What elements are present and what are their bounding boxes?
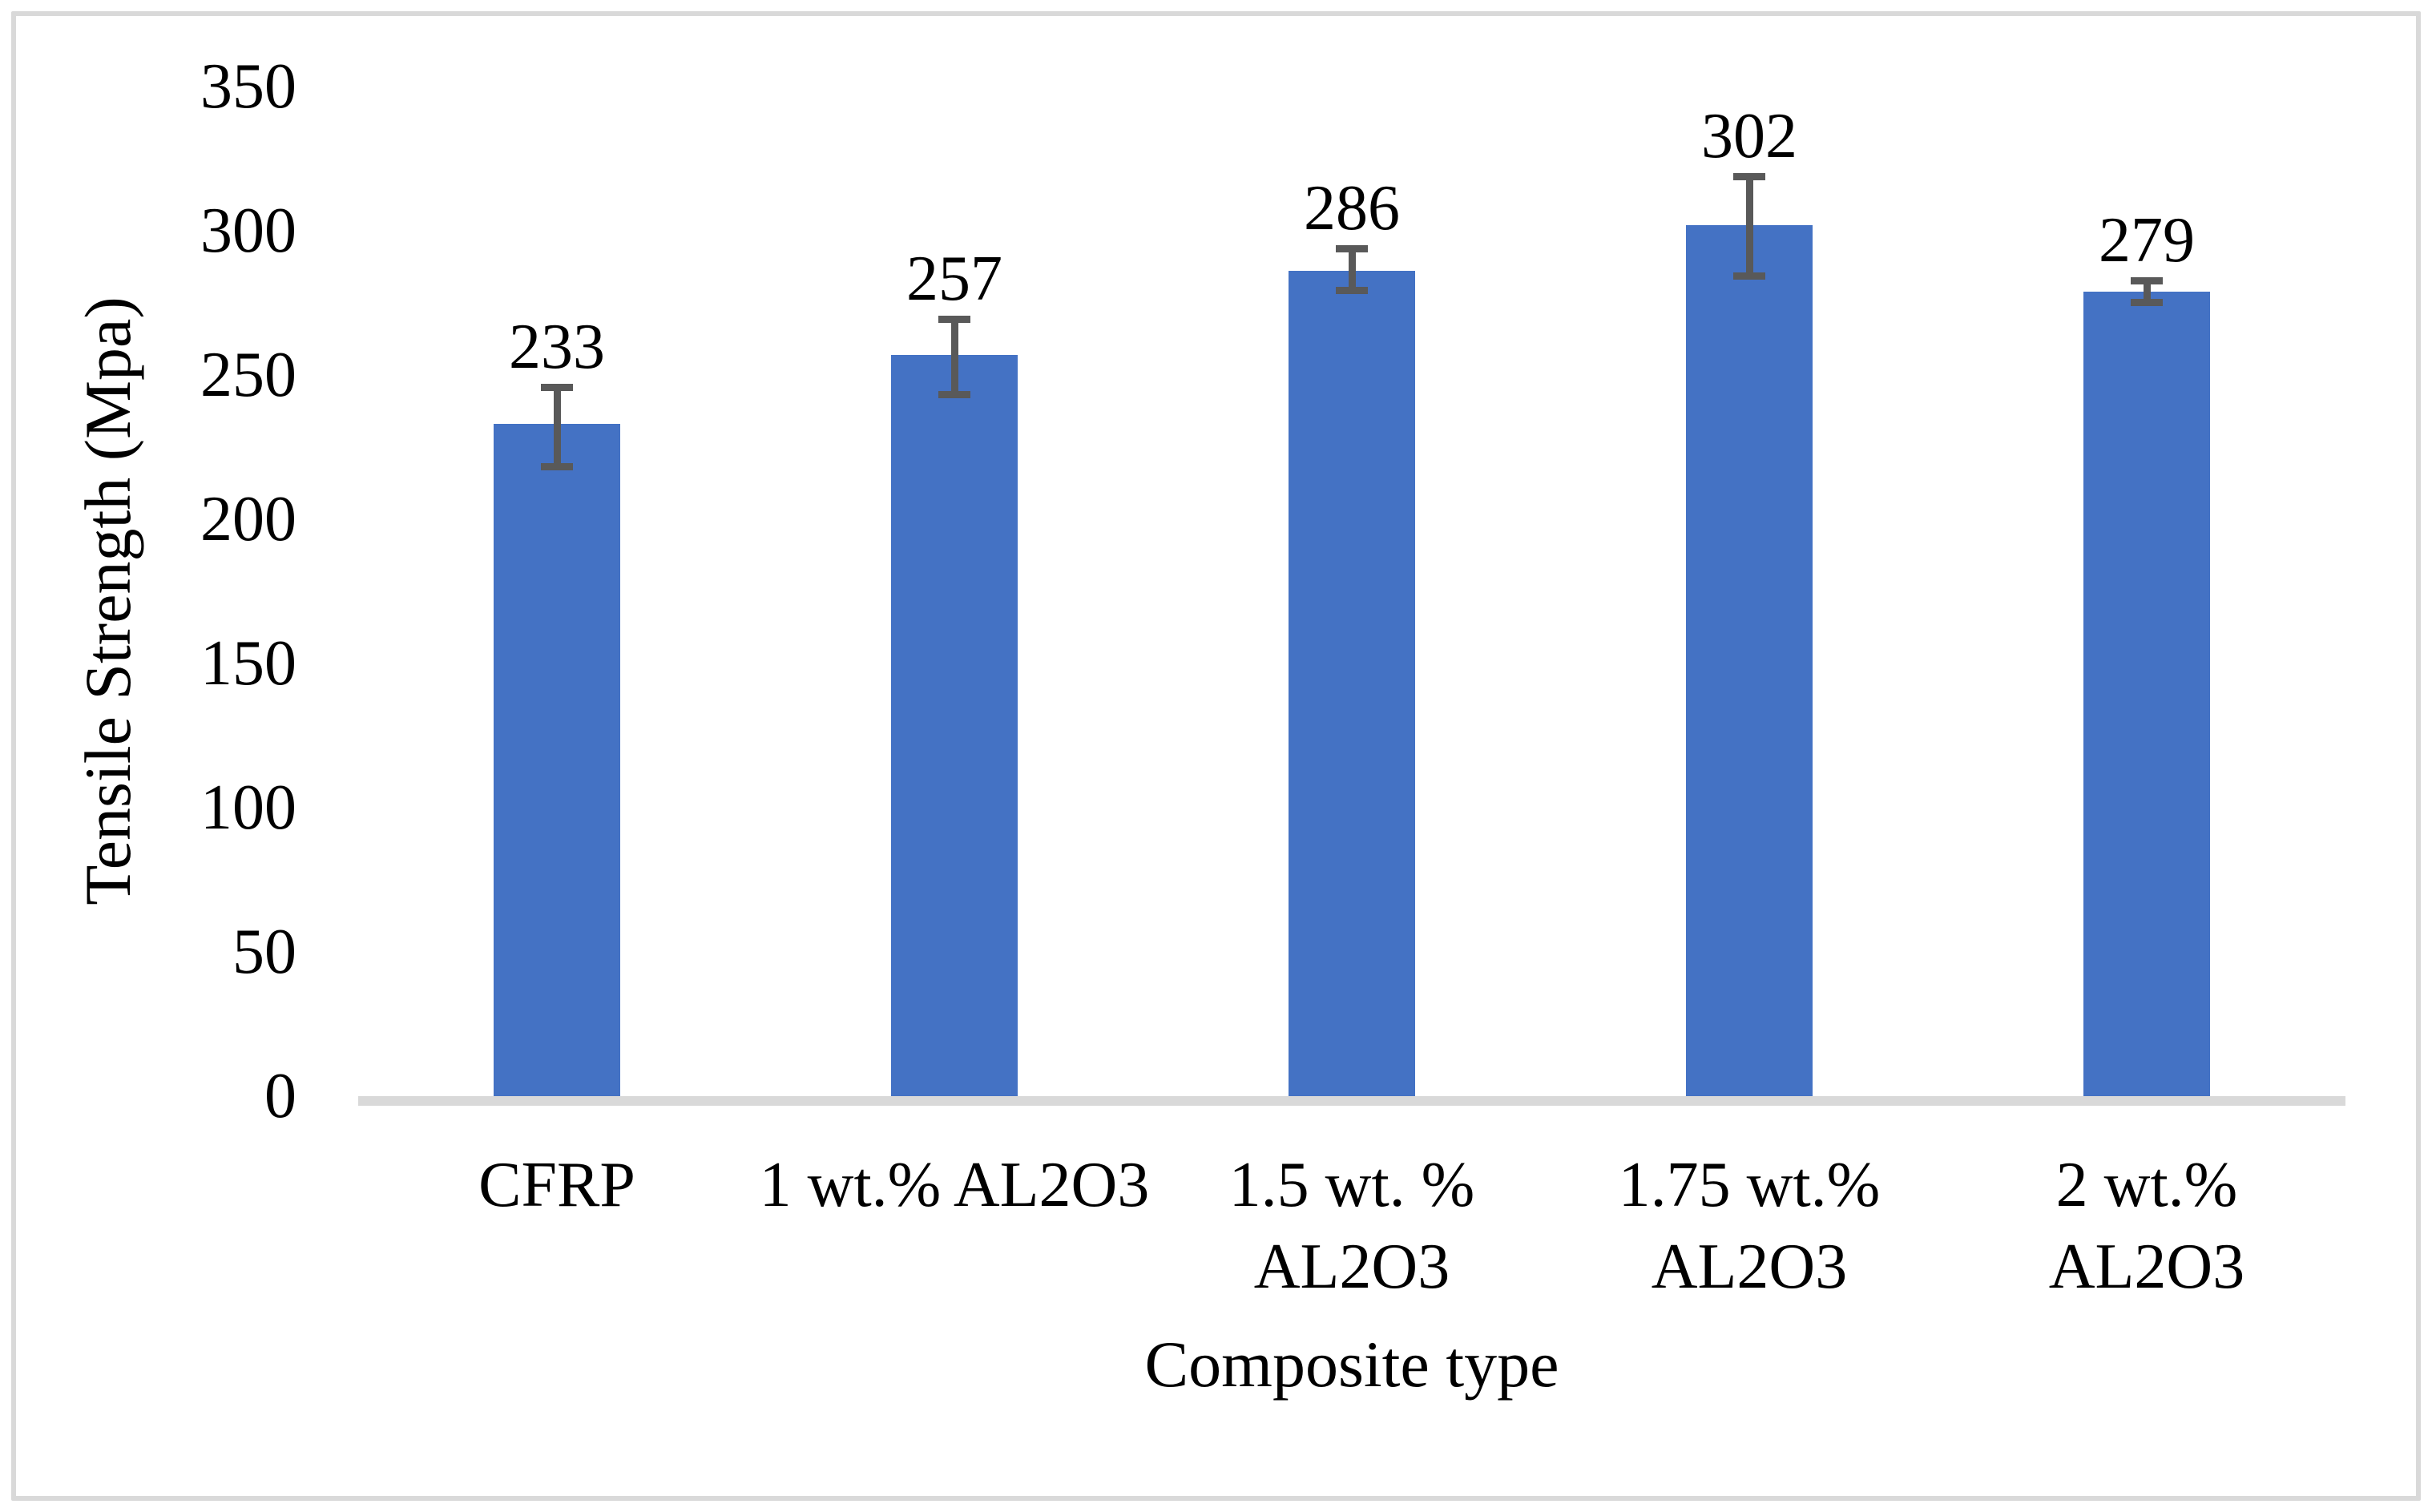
error-bar-cap-top [2131, 276, 2163, 284]
x-axis-title: Composite type [1144, 1328, 1559, 1401]
error-bar-cap-bottom [1733, 272, 1765, 280]
x-category-label: CFRP [358, 1144, 756, 1226]
x-category-label-line: AL2O3 [1253, 1232, 1450, 1302]
x-axis-line [358, 1096, 2345, 1106]
x-category-label-line: 1.75 wt.% [1618, 1150, 1881, 1220]
bar-value-label: 257 [906, 244, 1002, 315]
x-category-label: 1 wt.% AL2O3 [756, 1144, 1153, 1226]
error-bar-cap-top [541, 383, 573, 391]
y-tick-label: 300 [200, 196, 296, 266]
chart-plot-border [11, 11, 2421, 1501]
error-bar-line [1348, 245, 1356, 295]
x-category-label: 2 wt.% AL2O3 [1948, 1144, 2345, 1308]
error-bar-cap-top [938, 316, 970, 324]
bar [2083, 291, 2210, 1096]
x-category-label-line: 2 wt.% [2055, 1150, 2238, 1220]
y-tick-label: 100 [200, 772, 296, 843]
error-bar-line [950, 316, 958, 398]
x-category-label: 1.5 wt. % AL2O3 [1153, 1144, 1551, 1308]
error-bar-cap-bottom [1336, 287, 1368, 295]
bar [1289, 271, 1415, 1096]
y-tick-label: 200 [200, 484, 296, 554]
x-category-label-line: AL2O3 [1651, 1232, 1848, 1302]
bar [494, 424, 620, 1096]
x-category-label-line: 1 wt.% AL2O3 [759, 1150, 1150, 1220]
x-category-label-line: 1.5 wt. % [1228, 1150, 1475, 1220]
y-tick-label: 150 [200, 628, 296, 699]
error-bar-cap-top [1336, 245, 1368, 252]
error-bar-line [1745, 173, 1753, 280]
error-bar-line [553, 383, 561, 470]
bar [1686, 224, 1813, 1096]
error-bar-cap-top [1733, 173, 1765, 180]
y-tick-label: 250 [200, 340, 296, 410]
bar [891, 354, 1018, 1096]
bar-value-label: 233 [509, 311, 605, 382]
bar-value-label: 302 [1701, 101, 1797, 171]
x-category-label-line: AL2O3 [2048, 1232, 2245, 1302]
bar-value-label: 279 [2099, 204, 2195, 276]
error-bar-cap-bottom [541, 462, 573, 470]
x-category-label-line: CFRP [478, 1150, 635, 1220]
y-tick-label: 50 [232, 917, 296, 987]
y-tick-label: 0 [264, 1061, 296, 1131]
y-tick-label: 350 [200, 51, 296, 122]
bar-value-label: 286 [1304, 173, 1400, 244]
x-category-label: 1.75 wt.% AL2O3 [1551, 1144, 1948, 1308]
error-bar-line [2143, 276, 2151, 306]
error-bar-cap-bottom [938, 390, 970, 398]
error-bar-cap-bottom [2131, 298, 2163, 306]
